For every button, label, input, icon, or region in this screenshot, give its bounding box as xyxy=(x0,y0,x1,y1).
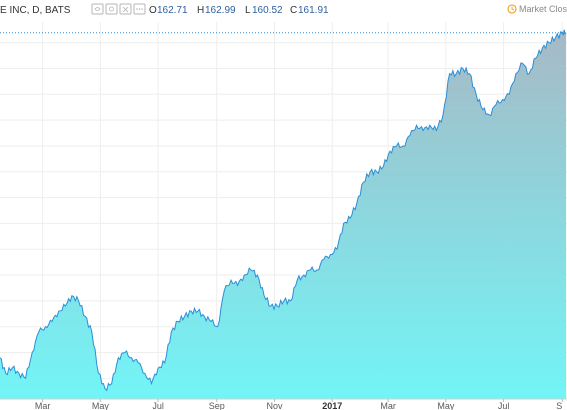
x-tick-label: 2017 xyxy=(322,401,342,410)
open-label: O xyxy=(149,5,157,16)
x-tick-label: Nov xyxy=(266,401,283,410)
visibility-icon[interactable] xyxy=(91,3,104,15)
close-value: 161.91 xyxy=(298,5,329,16)
close-label: C xyxy=(290,5,297,16)
x-tick-label: May xyxy=(437,401,455,410)
high-value: 162.99 xyxy=(205,5,236,16)
chart-header: E INC, D, BATS O 162.71 H 162.99 L 160.5… xyxy=(0,3,329,16)
x-axis: Mar May Jul Sep Nov 2017 Mar May Jul S xyxy=(35,399,563,410)
high-label: H xyxy=(197,5,204,16)
x-tick-label: Mar xyxy=(35,401,51,410)
market-status-text: Market Clos xyxy=(519,4,567,14)
close-icon[interactable] xyxy=(119,3,132,15)
settings-icon[interactable] xyxy=(105,3,118,15)
price-line xyxy=(0,29,567,392)
symbol-title: E INC, D, BATS xyxy=(0,5,71,16)
low-label: L xyxy=(245,5,251,16)
clock-icon xyxy=(507,4,517,14)
x-tick-label: Sep xyxy=(209,401,225,410)
market-status: Market Clos xyxy=(507,4,567,14)
more-icon[interactable] xyxy=(133,3,146,15)
x-tick-label: Jul xyxy=(152,401,164,410)
x-tick-label: Jul xyxy=(498,401,510,410)
x-tick-label: May xyxy=(92,401,110,410)
low-value: 160.52 xyxy=(252,5,283,16)
price-area xyxy=(0,29,567,399)
x-tick-label: Mar xyxy=(380,401,396,410)
x-tick-label: S xyxy=(556,401,562,410)
open-value: 162.71 xyxy=(157,5,188,16)
